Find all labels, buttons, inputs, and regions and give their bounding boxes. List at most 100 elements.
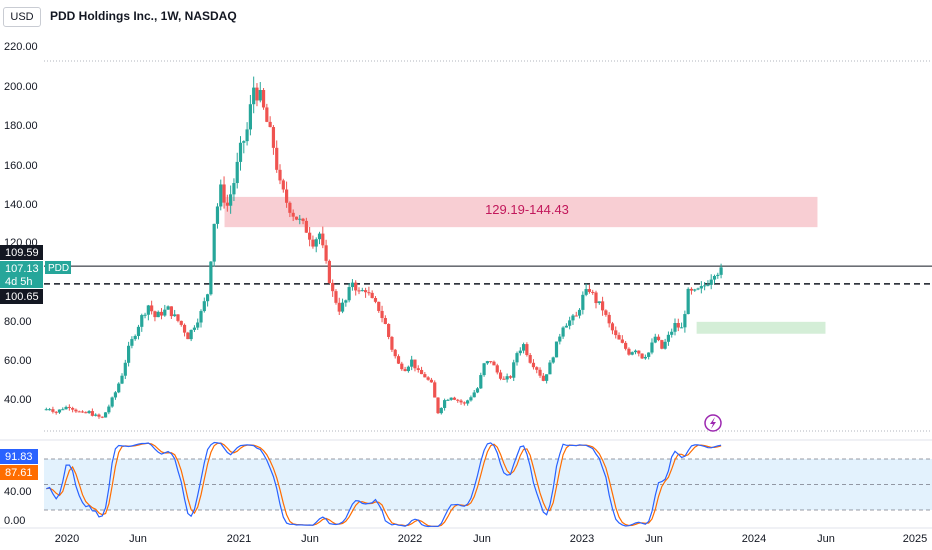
candle-body <box>436 397 440 414</box>
candle-body <box>110 397 114 407</box>
high-badge: 109.59 <box>0 245 43 260</box>
candle-body <box>620 339 624 343</box>
price-tick: 40.00 <box>4 394 32 406</box>
candle-body <box>71 407 75 410</box>
osc-tick: 0.00 <box>4 515 25 527</box>
price-tick: 140.00 <box>4 199 38 211</box>
k-value-badge: 91.83 <box>0 449 38 464</box>
candle-body <box>693 289 697 291</box>
price-tick: 220.00 <box>4 41 38 53</box>
candle-body <box>521 344 526 351</box>
candle-body <box>113 392 118 398</box>
candle-body <box>51 409 55 412</box>
candle-body <box>48 409 52 411</box>
candle-body <box>670 331 674 335</box>
candle-body <box>281 180 285 190</box>
candle-body <box>683 314 687 328</box>
candle-body <box>64 406 68 410</box>
candle-body <box>219 184 223 207</box>
price-axis: 220.00 200.00 180.00 160.00 140.00 120.0… <box>4 41 38 406</box>
candle-body <box>291 212 295 217</box>
candle-body <box>475 388 480 393</box>
candle-body <box>44 409 48 411</box>
candle-body <box>383 318 387 324</box>
candle-body <box>321 233 325 246</box>
candle-body <box>594 292 598 304</box>
candle-body <box>192 327 197 330</box>
price-tick: 180.00 <box>4 120 38 132</box>
time-tick: Jun <box>129 533 147 545</box>
candle-body <box>294 216 299 220</box>
candle-body <box>265 107 269 122</box>
d-line <box>46 442 722 528</box>
candle-body <box>304 220 308 233</box>
candle-body <box>614 330 618 336</box>
lightning-icon[interactable] <box>704 414 722 432</box>
k-line <box>46 441 722 528</box>
candle-body <box>284 189 289 203</box>
currency-selector[interactable]: USD <box>3 7 41 27</box>
last-price-badge: 107.13 4d 5h <box>0 261 43 288</box>
candle-body <box>354 282 358 291</box>
candle-body <box>169 306 173 317</box>
candle-body <box>607 314 611 324</box>
candle-body <box>196 322 200 328</box>
candle-body <box>581 294 585 310</box>
candle-body <box>442 400 447 408</box>
candle-body <box>159 311 164 316</box>
candle-body <box>673 323 677 332</box>
candle-body <box>212 223 216 262</box>
candle-body <box>709 279 713 285</box>
candle-body <box>61 409 65 411</box>
candle-body <box>202 301 206 312</box>
symbol-title: PDD Holdings Inc., 1W, NASDAQ <box>50 9 237 23</box>
candle-body <box>403 369 407 372</box>
candle-body <box>528 355 532 363</box>
candle-body <box>416 368 420 370</box>
candle-body <box>150 305 154 312</box>
low-badge-text: 100.65 <box>5 291 39 303</box>
candle-body <box>390 336 394 350</box>
candle-body <box>469 397 473 401</box>
d-value-badge: 87.61 <box>0 465 38 480</box>
candle-body <box>716 274 720 276</box>
candle-body <box>136 326 141 336</box>
candle-body <box>535 367 539 370</box>
candle-body <box>643 356 647 359</box>
stochastic-pane <box>44 441 932 528</box>
candle-body <box>564 325 568 328</box>
resistance-zone-label: 129.19-144.43 <box>485 202 569 217</box>
zones <box>224 196 826 334</box>
candle-body <box>298 218 302 220</box>
candle-body <box>538 369 542 376</box>
candle-body <box>571 315 575 321</box>
candle-body <box>380 310 384 319</box>
countdown-text: 4d 5h <box>5 276 33 288</box>
candle-body <box>229 194 233 206</box>
candle-body <box>275 147 279 170</box>
candle-body <box>308 232 312 240</box>
candle-body <box>466 400 470 404</box>
candle-body <box>591 291 595 293</box>
candle-body <box>446 399 450 401</box>
candle-body <box>245 129 249 142</box>
candle-body <box>130 339 134 346</box>
candle-body <box>653 336 657 343</box>
candle-body <box>357 290 361 292</box>
candle-body <box>242 141 246 143</box>
candle-body <box>479 375 483 389</box>
candle-body <box>100 416 104 418</box>
price-tick: 80.00 <box>4 316 32 328</box>
candle-body <box>199 311 203 323</box>
candle-body <box>232 183 236 195</box>
candle-body <box>686 288 690 315</box>
candle-body <box>123 362 127 376</box>
candle-body <box>574 315 578 317</box>
candle-body <box>252 87 256 105</box>
candle-body <box>656 336 661 341</box>
candle-body <box>156 311 160 318</box>
candle-body <box>261 90 266 108</box>
time-tick: Jun <box>645 533 663 545</box>
candle-body <box>360 290 364 292</box>
low-badge: 100.65 <box>0 289 43 304</box>
